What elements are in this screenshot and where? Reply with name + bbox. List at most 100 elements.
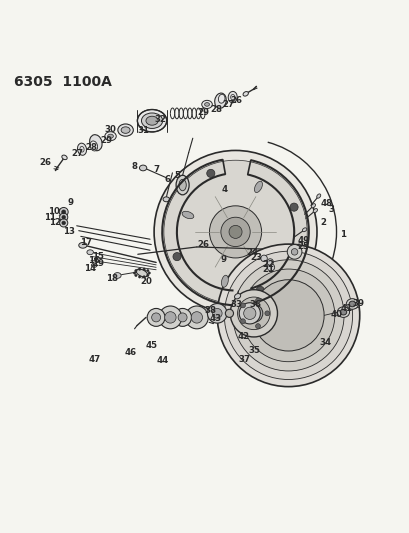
Text: 19: 19 [92, 259, 104, 268]
Circle shape [146, 269, 148, 272]
Ellipse shape [243, 92, 248, 96]
Circle shape [289, 203, 297, 211]
Text: 35: 35 [248, 346, 260, 356]
Circle shape [255, 324, 260, 328]
Circle shape [151, 313, 160, 322]
Text: 23: 23 [250, 253, 262, 262]
Circle shape [148, 272, 150, 274]
Ellipse shape [339, 309, 346, 315]
Ellipse shape [146, 116, 158, 125]
Circle shape [217, 244, 359, 386]
Text: 21: 21 [261, 265, 274, 274]
Text: 7: 7 [153, 165, 159, 174]
Ellipse shape [136, 269, 147, 277]
Circle shape [264, 311, 269, 316]
Circle shape [255, 298, 260, 303]
Ellipse shape [228, 91, 236, 103]
Circle shape [138, 276, 141, 278]
Ellipse shape [234, 294, 240, 299]
Ellipse shape [302, 228, 306, 232]
Text: 2: 2 [319, 218, 325, 227]
Circle shape [260, 255, 267, 262]
Text: 42: 42 [237, 332, 249, 341]
Text: 33: 33 [230, 300, 242, 309]
Ellipse shape [225, 309, 233, 318]
Text: 24: 24 [245, 248, 258, 257]
Ellipse shape [139, 165, 146, 171]
Text: 45: 45 [145, 341, 157, 350]
Circle shape [209, 206, 261, 258]
Circle shape [147, 309, 165, 326]
Circle shape [173, 309, 191, 326]
Ellipse shape [117, 124, 133, 136]
Text: 44: 44 [156, 356, 168, 365]
Circle shape [135, 269, 137, 272]
Circle shape [61, 210, 65, 214]
Ellipse shape [254, 181, 262, 192]
Text: 5: 5 [174, 171, 180, 180]
Text: 12: 12 [49, 218, 61, 227]
Circle shape [207, 304, 227, 323]
Ellipse shape [163, 197, 169, 202]
Circle shape [232, 260, 343, 371]
Circle shape [242, 269, 334, 362]
Ellipse shape [310, 204, 315, 208]
Text: 28: 28 [210, 105, 222, 114]
Circle shape [138, 268, 141, 270]
Text: 16: 16 [88, 256, 100, 265]
Text: 29: 29 [100, 136, 112, 145]
Circle shape [238, 303, 260, 324]
Ellipse shape [87, 250, 93, 255]
Text: 37: 37 [238, 355, 250, 364]
Ellipse shape [77, 143, 86, 155]
Ellipse shape [218, 94, 225, 103]
Text: 6: 6 [164, 175, 170, 184]
Circle shape [206, 169, 214, 177]
Circle shape [185, 306, 208, 329]
Circle shape [256, 286, 264, 294]
Ellipse shape [337, 307, 349, 318]
Text: 26: 26 [39, 158, 51, 167]
Circle shape [243, 307, 255, 319]
Circle shape [267, 264, 274, 271]
Text: 40: 40 [329, 310, 341, 319]
Circle shape [212, 309, 222, 318]
Ellipse shape [201, 100, 212, 109]
Circle shape [173, 253, 181, 261]
Circle shape [287, 245, 301, 259]
Circle shape [230, 290, 277, 337]
Text: 43: 43 [209, 314, 222, 322]
Ellipse shape [141, 113, 162, 128]
Text: 6305  1100A: 6305 1100A [13, 75, 111, 89]
Text: 9: 9 [67, 198, 74, 207]
Text: 20: 20 [140, 278, 152, 286]
Circle shape [59, 219, 67, 227]
Circle shape [252, 280, 324, 351]
Circle shape [62, 221, 65, 225]
Ellipse shape [108, 134, 113, 138]
Circle shape [249, 309, 257, 318]
Ellipse shape [79, 243, 87, 248]
Ellipse shape [182, 211, 193, 219]
Ellipse shape [178, 179, 186, 191]
Text: 14: 14 [84, 264, 96, 273]
Ellipse shape [90, 135, 102, 151]
Text: 4: 4 [220, 184, 227, 193]
Text: 32: 32 [154, 115, 166, 124]
Ellipse shape [348, 301, 355, 307]
Text: 10: 10 [48, 207, 60, 216]
Circle shape [159, 306, 181, 329]
Circle shape [146, 274, 148, 277]
Circle shape [191, 312, 202, 323]
Text: 1: 1 [339, 230, 346, 239]
Ellipse shape [137, 109, 166, 132]
Circle shape [237, 297, 270, 329]
Circle shape [154, 150, 316, 313]
Text: 38: 38 [204, 305, 216, 314]
Text: 9: 9 [220, 255, 226, 264]
Circle shape [291, 248, 297, 255]
Circle shape [240, 319, 245, 324]
Text: 34: 34 [318, 338, 330, 347]
Text: 8: 8 [132, 162, 137, 171]
Circle shape [143, 268, 145, 270]
